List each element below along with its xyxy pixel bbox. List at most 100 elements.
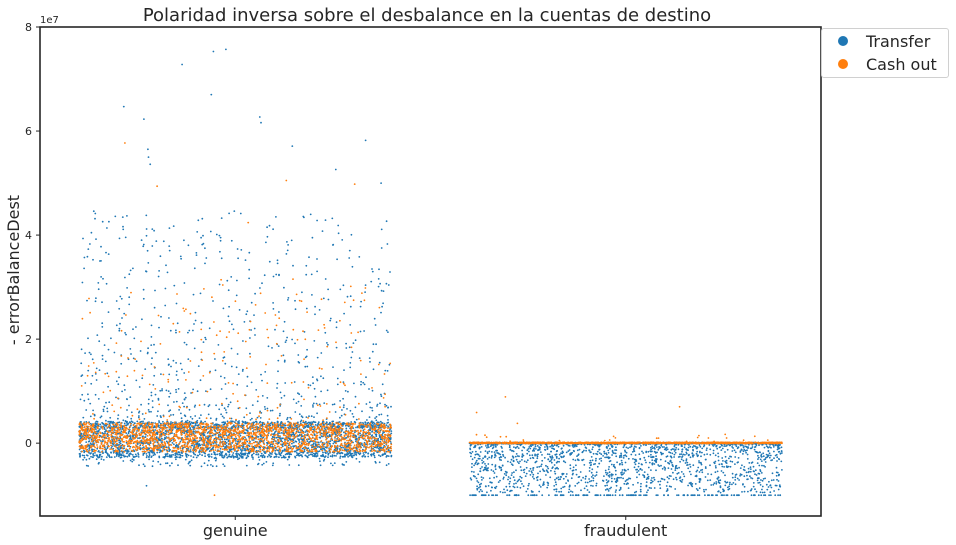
data-point-transfer — [119, 440, 122, 443]
data-point-transfer — [349, 295, 352, 298]
data-point-transfer — [94, 422, 97, 425]
data-point-cash-out — [241, 444, 244, 446]
data-point-transfer — [336, 383, 339, 386]
data-point-transfer — [214, 358, 216, 360]
data-point-transfer — [115, 324, 118, 327]
data-point-cash-out — [88, 449, 91, 452]
data-point-cash-out — [289, 436, 292, 438]
data-point-transfer — [126, 287, 128, 289]
data-point-transfer — [361, 410, 363, 413]
data-point-cash-out — [114, 450, 116, 453]
data-point-transfer — [308, 454, 310, 457]
data-point-transfer — [366, 419, 368, 421]
data-point-transfer — [310, 415, 313, 418]
data-point-cash-out — [292, 437, 295, 440]
data-point-transfer — [346, 295, 349, 298]
data-point-transfer — [142, 243, 145, 246]
data-point-transfer — [206, 464, 209, 467]
data-point-transfer — [351, 456, 354, 459]
data-point-transfer — [173, 443, 175, 446]
data-point-transfer — [352, 342, 355, 344]
data-point-cash-out — [114, 445, 116, 448]
data-point-transfer — [115, 380, 118, 383]
data-point-transfer — [120, 430, 123, 433]
data-point-transfer — [300, 395, 303, 398]
data-point-cash-out — [383, 433, 386, 436]
data-point-cash-out — [118, 428, 120, 431]
data-point-transfer — [175, 329, 177, 332]
data-point-transfer — [266, 235, 269, 238]
data-point-transfer — [85, 458, 88, 461]
data-point-transfer — [183, 282, 186, 284]
data-point-transfer — [159, 255, 162, 258]
data-point-cash-out — [132, 424, 135, 426]
data-point-transfer — [279, 412, 281, 415]
data-point-transfer — [188, 329, 191, 332]
data-point-cash-out — [163, 422, 166, 425]
data-point-transfer — [368, 416, 371, 418]
data-point-cash-out — [128, 434, 131, 437]
data-point-transfer — [389, 271, 391, 273]
data-point-cash-out — [118, 437, 121, 440]
data-point-transfer — [133, 337, 136, 340]
data-point-transfer — [194, 319, 197, 322]
data-point-transfer — [130, 353, 132, 355]
data-point-transfer — [385, 424, 388, 426]
data-point-transfer — [282, 456, 285, 459]
data-point-transfer — [347, 390, 349, 393]
data-point-cash-out — [310, 439, 313, 442]
data-point-transfer — [105, 452, 108, 454]
data-point-transfer — [187, 454, 190, 457]
data-point-transfer — [288, 464, 291, 466]
data-point-transfer — [151, 451, 153, 454]
data-point-transfer — [112, 451, 115, 454]
data-point-transfer — [378, 268, 380, 271]
data-point-transfer — [327, 298, 330, 301]
data-point-transfer — [282, 354, 285, 357]
data-point-transfer — [384, 403, 386, 406]
data-point-transfer — [251, 404, 254, 406]
data-point-cash-out — [90, 426, 92, 429]
data-point-transfer — [119, 442, 122, 445]
data-point-transfer — [379, 455, 382, 458]
data-point-transfer — [289, 453, 291, 455]
data-point-transfer — [116, 453, 118, 456]
data-point-transfer — [207, 454, 209, 456]
data-point-cash-out — [291, 440, 294, 443]
data-point-cash-out — [183, 444, 186, 447]
y-exponent-label: 1e7 — [40, 15, 59, 26]
data-point-cash-out — [134, 446, 136, 449]
data-point-transfer — [334, 433, 337, 436]
data-point-transfer — [224, 453, 227, 456]
data-point-transfer — [246, 453, 249, 455]
data-point-cash-out — [259, 441, 262, 444]
data-point-transfer — [268, 454, 270, 456]
data-point-cash-out — [147, 441, 149, 444]
data-point-cash-out — [380, 428, 383, 431]
data-point-transfer — [200, 236, 203, 239]
data-point-transfer — [150, 344, 153, 346]
data-point-transfer — [189, 416, 192, 418]
data-point-transfer — [370, 454, 373, 457]
data-point-transfer — [162, 420, 164, 423]
data-point-transfer — [316, 379, 319, 382]
data-point-transfer — [290, 239, 293, 242]
data-point-transfer — [220, 388, 223, 390]
data-point-transfer — [175, 374, 178, 376]
data-point-transfer — [196, 231, 199, 233]
data-point-transfer — [274, 328, 276, 331]
data-point-transfer — [223, 377, 226, 379]
data-point-cash-out — [212, 449, 215, 451]
data-point-transfer — [226, 420, 229, 423]
data-point-cash-out — [355, 443, 358, 446]
data-point-cash-out — [158, 434, 161, 436]
data-point-cash-out — [345, 434, 348, 436]
data-point-transfer — [288, 437, 290, 440]
data-point-transfer — [360, 300, 362, 303]
data-point-transfer — [150, 410, 152, 413]
data-point-transfer — [123, 312, 126, 315]
data-point-transfer — [123, 455, 126, 458]
data-point-transfer — [251, 417, 253, 420]
data-point-transfer — [369, 406, 372, 409]
data-point-transfer — [359, 330, 362, 333]
